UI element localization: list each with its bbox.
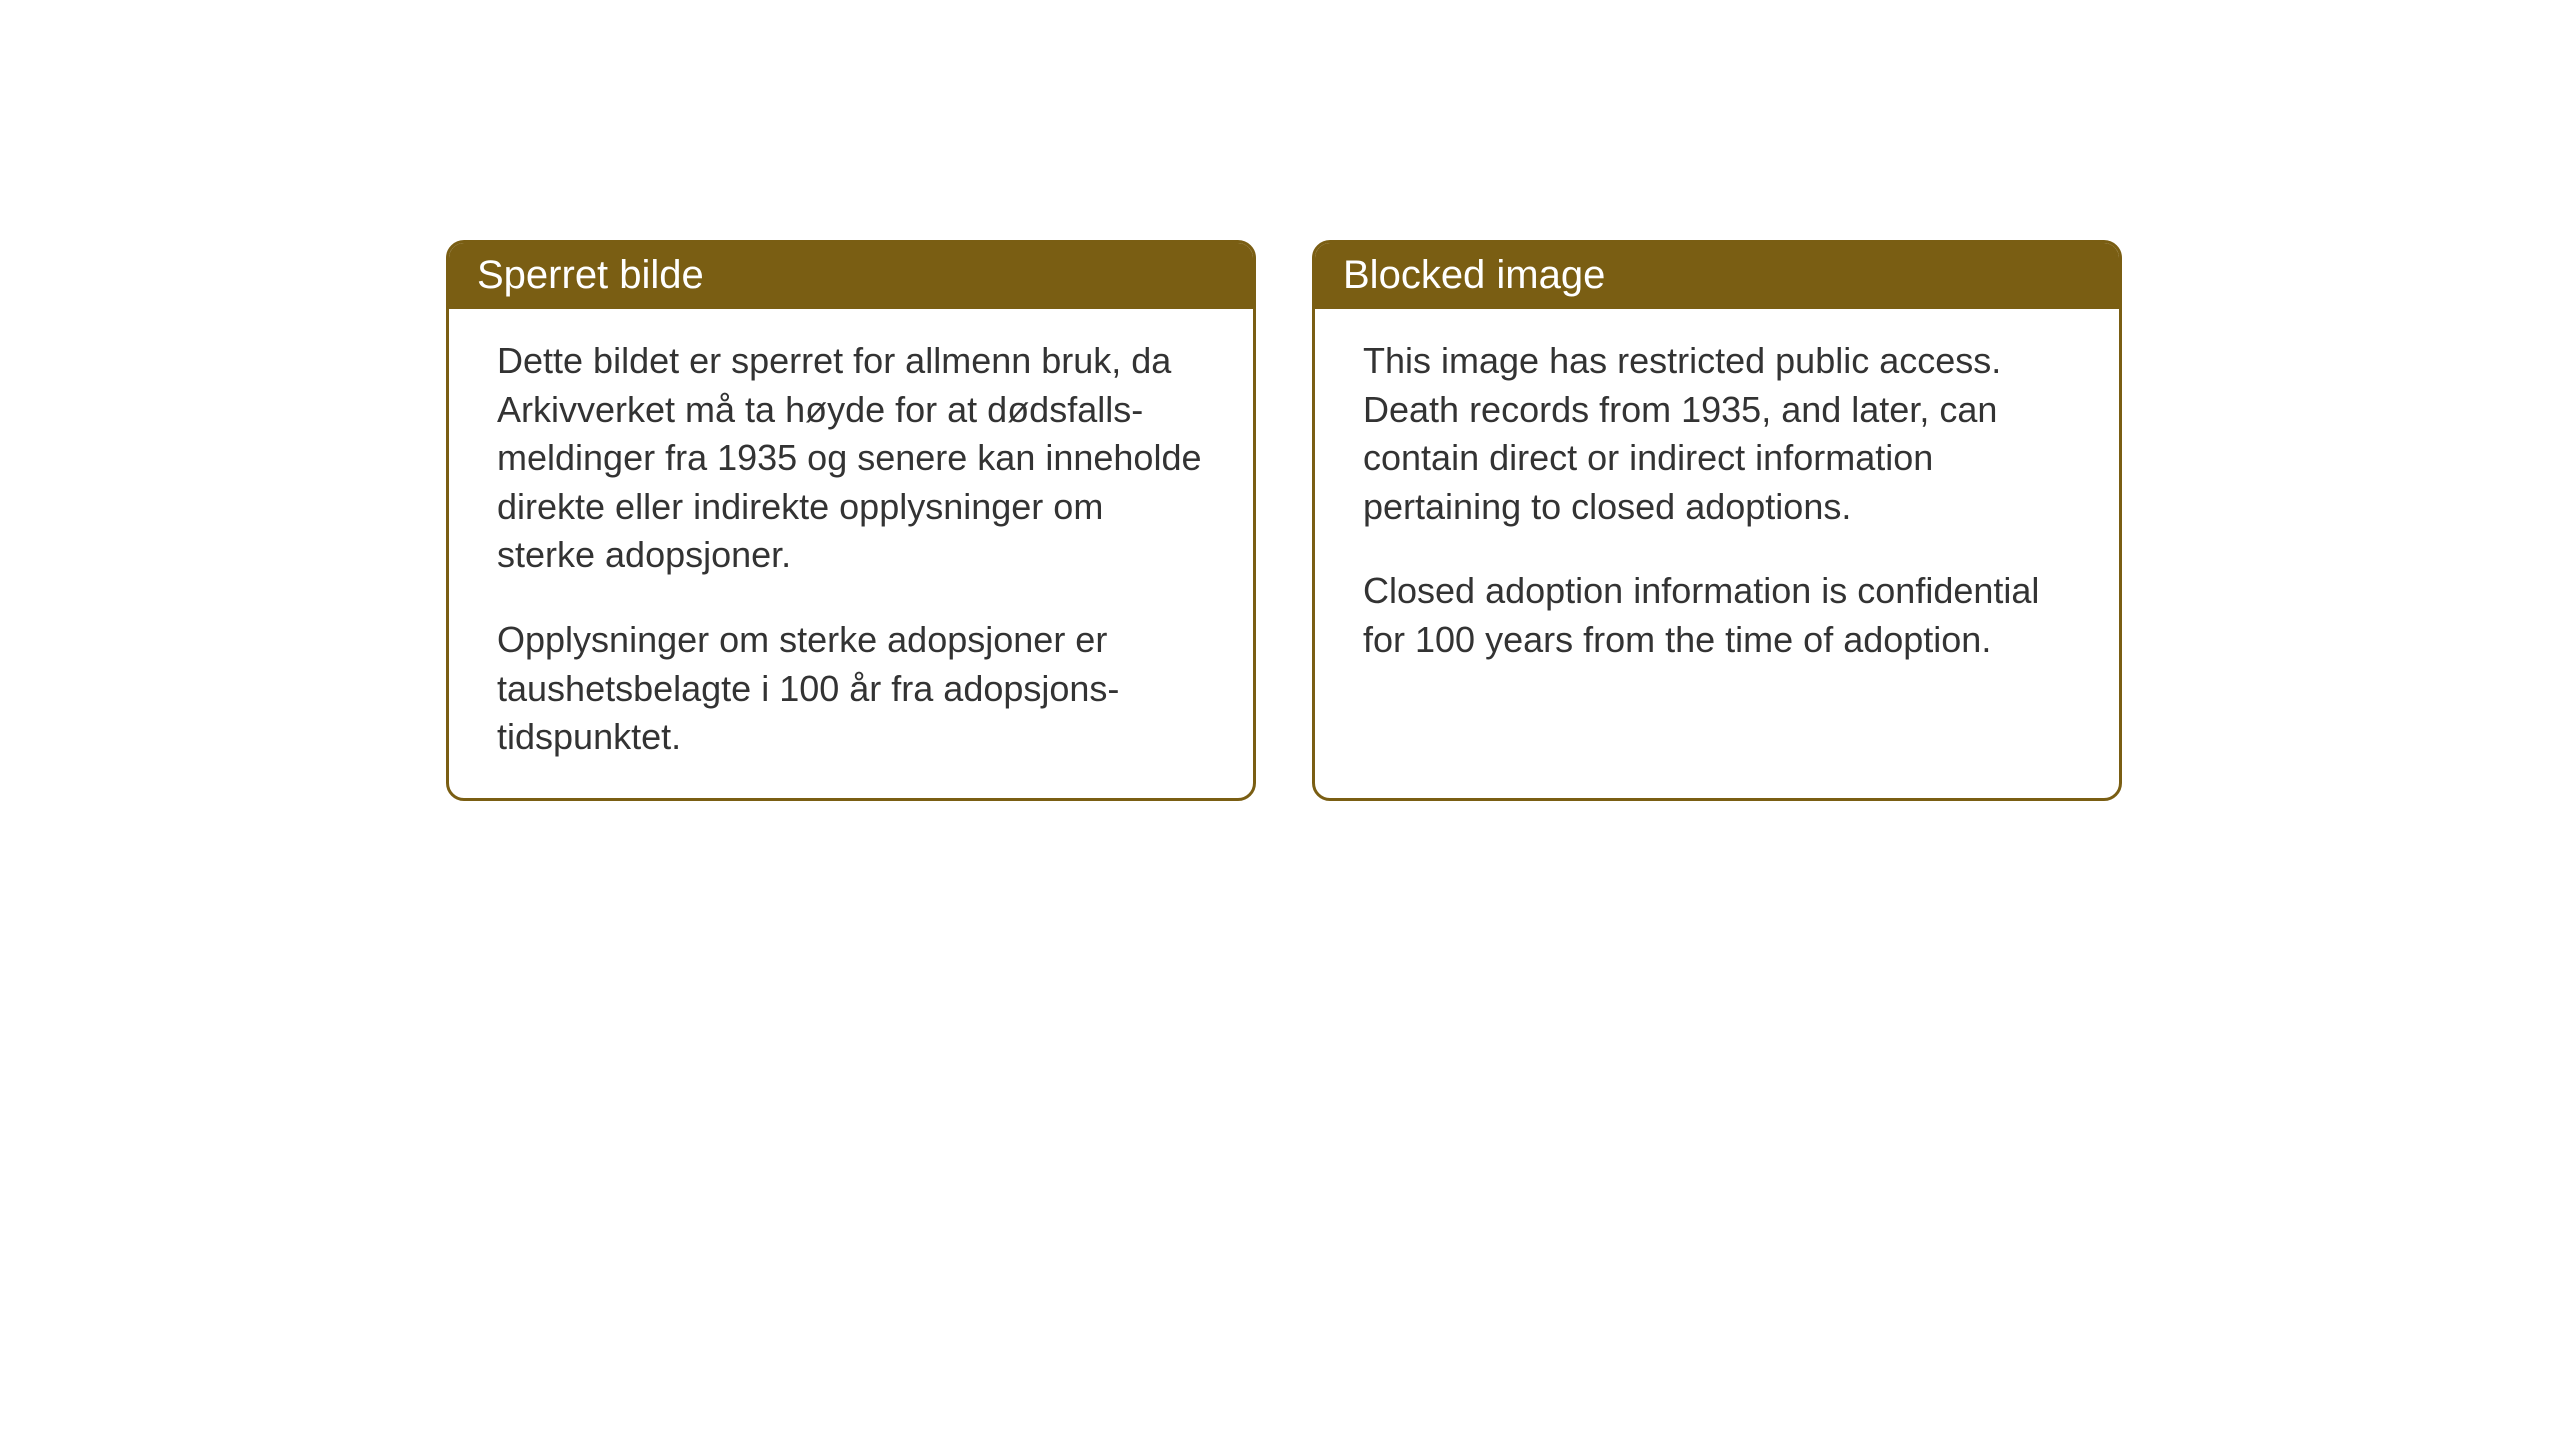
notice-container: Sperret bilde Dette bildet er sperret fo… [446, 240, 2122, 801]
norwegian-paragraph-1: Dette bildet er sperret for allmenn bruk… [497, 337, 1205, 580]
norwegian-card-body: Dette bildet er sperret for allmenn bruk… [449, 309, 1253, 798]
norwegian-notice-card: Sperret bilde Dette bildet er sperret fo… [446, 240, 1256, 801]
english-paragraph-2: Closed adoption information is confident… [1363, 567, 2071, 664]
english-paragraph-1: This image has restricted public access.… [1363, 337, 2071, 531]
english-card-body: This image has restricted public access.… [1315, 309, 2119, 701]
norwegian-paragraph-2: Opplysninger om sterke adopsjoner er tau… [497, 616, 1205, 762]
norwegian-card-title: Sperret bilde [449, 243, 1253, 309]
english-notice-card: Blocked image This image has restricted … [1312, 240, 2122, 801]
english-card-title: Blocked image [1315, 243, 2119, 309]
